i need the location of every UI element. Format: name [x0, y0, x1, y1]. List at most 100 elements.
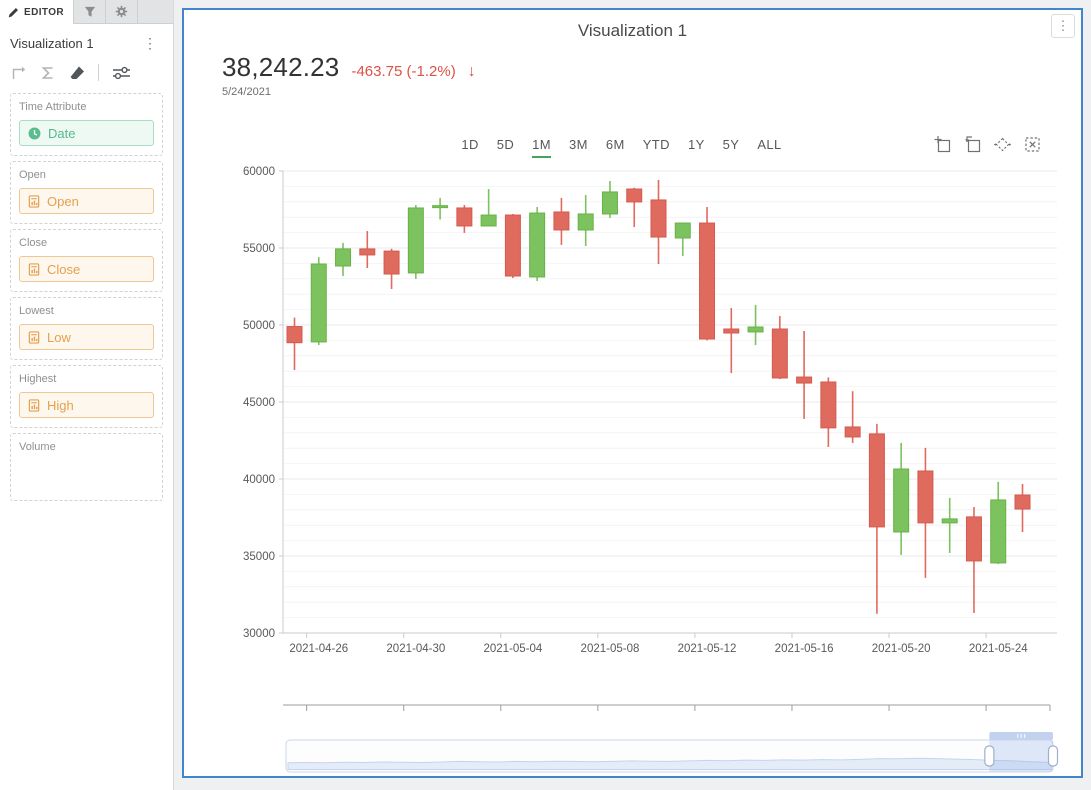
candle-2021-05-21[interactable] — [917, 470, 934, 524]
candle-2021-05-13[interactable] — [723, 328, 740, 334]
candle-2021-05-01[interactable] — [432, 205, 449, 209]
candle-2021-05-19[interactable] — [868, 433, 885, 528]
sidebar-kebab-menu[interactable]: ⋮ — [143, 35, 157, 51]
candle-2021-05-11[interactable] — [674, 222, 691, 239]
field-chip-low[interactable]: Low — [19, 324, 154, 350]
candle-2021-05-18[interactable] — [844, 426, 861, 438]
tab-filter[interactable] — [74, 0, 106, 23]
price-date: 5/24/2021 — [222, 86, 271, 98]
chip-label: Open — [47, 193, 79, 209]
candle-2021-05-03[interactable] — [480, 214, 497, 227]
candle-2021-05-25[interactable] — [1014, 494, 1031, 510]
candle-2021-04-26[interactable] — [310, 263, 327, 343]
candle-2021-05-14[interactable] — [747, 326, 764, 333]
range-button-all[interactable]: ALL — [757, 137, 782, 152]
candle-2021-05-02[interactable] — [456, 207, 473, 227]
chip-label: Low — [47, 329, 71, 345]
candle-2021-05-20[interactable] — [893, 468, 910, 533]
candle-2021-05-23[interactable] — [965, 516, 982, 562]
well-volume[interactable]: Volume — [10, 433, 163, 501]
tab-editor-label: EDITOR — [24, 6, 64, 18]
editor-sidebar: EDITOR Visualization 1 ⋮ Time Attribute D… — [0, 0, 174, 790]
well-lowest[interactable]: Lowest Low — [10, 297, 163, 360]
candle-2021-04-28[interactable] — [359, 248, 376, 256]
range-button-5d[interactable]: 5D — [496, 137, 515, 152]
candle-2021-04-25[interactable] — [286, 326, 303, 344]
candle-2021-05-24[interactable] — [990, 499, 1007, 564]
candlestick-chart[interactable]: 30000 35000 40000 45000 50000 55000 60000 2021-… — [184, 10, 1081, 776]
measure-field-icon — [28, 330, 40, 344]
x-tick-label: 2021-05-08 — [581, 643, 640, 655]
y-tick-label: 35000 — [243, 551, 275, 563]
range-button-1y[interactable]: 1Y — [687, 137, 705, 152]
x-tick-label: 2021-05-12 — [678, 643, 737, 655]
candle-2021-04-30[interactable] — [407, 207, 424, 274]
tab-settings[interactable] — [106, 0, 138, 23]
candle-2021-05-17[interactable] — [820, 381, 837, 429]
measure-field-icon — [28, 398, 40, 412]
navigator-selection[interactable] — [989, 740, 1053, 772]
sidebar-tabbar: EDITOR — [0, 0, 173, 24]
x-tick-label: 2021-04-26 — [289, 643, 348, 655]
zoom-out-step-icon[interactable] — [963, 135, 981, 153]
field-chip-date[interactable]: Date — [19, 120, 154, 146]
navigator-right-handle[interactable] — [1047, 745, 1059, 767]
y-tick-label: 40000 — [243, 474, 275, 486]
candle-2021-05-22[interactable] — [941, 518, 958, 524]
well-label: Lowest — [19, 305, 54, 317]
chip-label: Date — [48, 125, 76, 141]
navigator-left-handle[interactable] — [984, 745, 995, 767]
range-selector: 1D 5D 1M 3M 6M YTD 1Y 5Y ALL — [184, 137, 1059, 158]
well-highest[interactable]: Highest High — [10, 365, 163, 428]
candle-2021-05-04[interactable] — [504, 214, 521, 277]
candle-2021-05-08[interactable] — [601, 191, 618, 215]
candle-2021-05-16[interactable] — [796, 376, 813, 384]
pan-icon[interactable] — [993, 135, 1011, 153]
well-label: Time Attribute — [19, 101, 87, 113]
drill-path-icon[interactable] — [10, 64, 27, 81]
visualization-row: Visualization 1 ⋮ — [0, 24, 173, 58]
candle-2021-05-12[interactable] — [699, 222, 716, 340]
chart-zoom-toolbar — [933, 135, 1041, 153]
zoom-in-select-icon[interactable] — [933, 135, 951, 153]
range-button-1d[interactable]: 1D — [461, 137, 479, 152]
sidebar-toolbar — [0, 58, 173, 91]
y-tick-label: 60000 — [243, 166, 275, 178]
candle-2021-04-27[interactable] — [335, 248, 352, 267]
funnel-icon — [84, 6, 95, 17]
x-tick-label: 2021-04-30 — [386, 643, 445, 655]
chart-kebab-menu[interactable]: ⋮ — [1051, 14, 1075, 38]
range-button-1m[interactable]: 1M — [532, 137, 552, 158]
field-chip-close[interactable]: Close — [19, 256, 154, 282]
eraser-icon[interactable] — [68, 65, 85, 81]
candle-2021-05-10[interactable] — [650, 199, 667, 238]
sigma-icon[interactable] — [40, 65, 55, 81]
y-tick-label: 45000 — [243, 397, 275, 409]
range-button-3m[interactable]: 3M — [569, 137, 588, 152]
well-open[interactable]: Open Open — [10, 161, 163, 224]
range-button-6m[interactable]: 6M — [605, 137, 625, 152]
tab-editor[interactable]: EDITOR — [0, 0, 74, 24]
measure-field-icon — [28, 194, 40, 208]
candle-2021-05-09[interactable] — [626, 188, 643, 203]
well-close[interactable]: Close Close — [10, 229, 163, 292]
visualization-name: Visualization 1 — [10, 35, 94, 51]
y-tick-label: 50000 — [243, 320, 275, 332]
field-chip-high[interactable]: High — [19, 392, 154, 418]
field-chip-open[interactable]: Open — [19, 188, 154, 214]
well-label: Volume — [19, 441, 56, 453]
navigator-area-chart — [287, 757, 1052, 770]
well-time-attribute[interactable]: Time Attribute Date — [10, 93, 163, 156]
pencil-icon — [8, 7, 18, 17]
candle-2021-05-07[interactable] — [577, 213, 594, 231]
candle-2021-05-05[interactable] — [529, 212, 546, 278]
candle-2021-04-29[interactable] — [383, 250, 400, 275]
settings-sliders-icon[interactable] — [112, 65, 131, 81]
reset-zoom-icon[interactable] — [1023, 135, 1041, 153]
candle-2021-05-15[interactable] — [771, 328, 788, 379]
range-button-ytd[interactable]: YTD — [642, 137, 670, 152]
range-button-5y[interactable]: 5Y — [722, 137, 740, 152]
candle-2021-05-06[interactable] — [553, 211, 570, 231]
down-arrow-icon: ↓ — [467, 63, 476, 80]
x-tick-label: 2021-05-16 — [775, 643, 834, 655]
